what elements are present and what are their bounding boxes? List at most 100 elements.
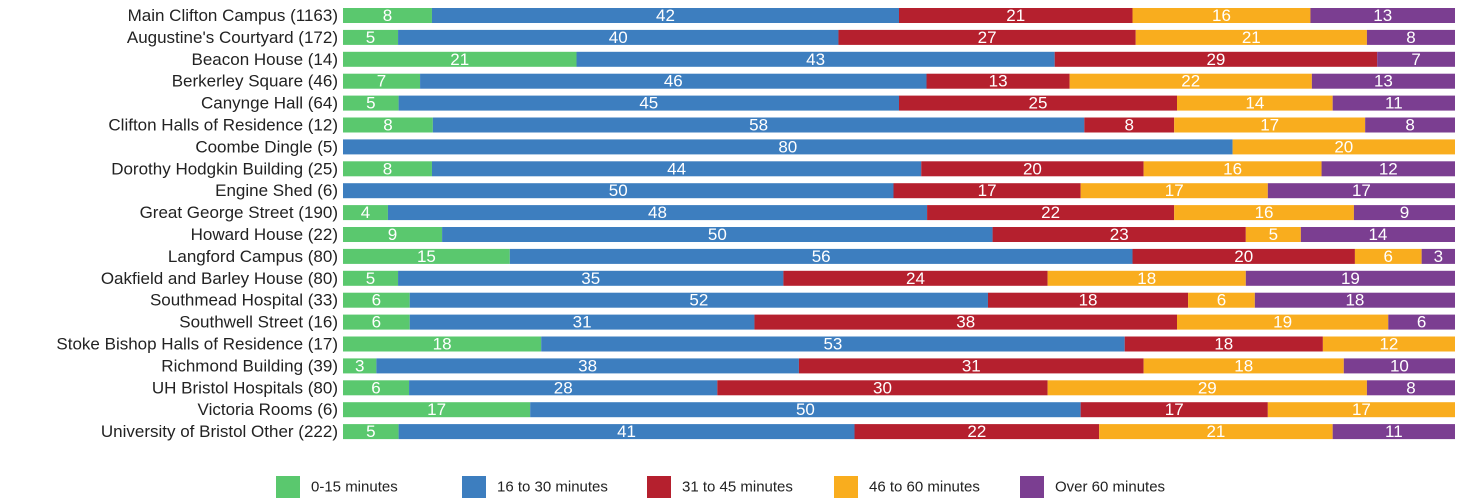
bar-value-label: 31: [962, 356, 981, 375]
bar-value-label: 6: [1417, 313, 1426, 332]
category-label: Clifton Halls of Residence (12): [108, 116, 338, 135]
bar-value-label: 9: [388, 225, 397, 244]
bar-value-label: 10: [1390, 356, 1409, 375]
bar-value-label: 17: [1165, 181, 1184, 200]
bar-value-label: 21: [1206, 422, 1225, 441]
legend: 0-15 minutes 16 to 30 minutes 31 to 45 min…: [276, 476, 1165, 498]
category-label: Dorothy Hodgkin Building (25): [111, 159, 338, 178]
bar-value-label: 38: [956, 313, 975, 332]
category-label: Langford Campus (80): [168, 247, 338, 266]
bar-value-label: 18: [1214, 335, 1233, 354]
bar-value-label: 41: [617, 422, 636, 441]
bar-value-label: 50: [708, 225, 727, 244]
bar-value-label: 46: [664, 72, 683, 91]
bar-value-label: 13: [989, 72, 1008, 91]
bar-value-label: 38: [578, 356, 597, 375]
legend-label: 46 to 60 minutes: [869, 479, 980, 496]
legend-swatch: [462, 476, 486, 498]
category-label: Victoria Rooms (6): [198, 400, 338, 419]
bar-value-label: 16: [1223, 159, 1242, 178]
bar-value-label: 21: [1006, 6, 1025, 25]
bar-value-label: 44: [667, 159, 686, 178]
legend-swatch: [647, 476, 671, 498]
bar-value-label: 31: [573, 313, 592, 332]
bar-value-label: 7: [1411, 50, 1420, 69]
bar-value-label: 3: [1434, 247, 1443, 266]
bar-value-label: 23: [1110, 225, 1129, 244]
bar-value-label: 20: [1234, 247, 1253, 266]
bar-value-label: 18: [1234, 356, 1253, 375]
bar-value-label: 8: [1406, 28, 1415, 47]
bar-value-label: 45: [639, 94, 658, 113]
category-label: Coombe Dingle (5): [195, 137, 338, 156]
bar-value-label: 6: [372, 291, 381, 310]
bar-value-label: 22: [1041, 203, 1060, 222]
bar-value-label: 12: [1379, 159, 1398, 178]
bar-value-label: 42: [656, 6, 675, 25]
category-label: Engine Shed (6): [215, 181, 338, 200]
bar-value-label: 6: [1217, 291, 1226, 310]
category-label: University of Bristol Other (222): [101, 422, 338, 441]
bar-value-label: 48: [648, 203, 667, 222]
bar-value-label: 18: [1137, 269, 1156, 288]
bar-value-label: 9: [1400, 203, 1409, 222]
bar-value-label: 53: [823, 335, 842, 354]
bar-value-label: 43: [806, 50, 825, 69]
legend-label: 0-15 minutes: [311, 479, 398, 496]
bar-value-label: 56: [812, 247, 831, 266]
legend-label: Over 60 minutes: [1055, 479, 1165, 496]
category-label: Southwell Street (16): [179, 313, 338, 332]
legend-swatch: [834, 476, 858, 498]
bar-value-label: 6: [1384, 247, 1393, 266]
bar-value-label: 17: [1165, 400, 1184, 419]
bar-value-label: 29: [1198, 378, 1217, 397]
category-label: Main Clifton Campus (1163): [128, 6, 338, 25]
bar-value-label: 21: [450, 50, 469, 69]
bar-value-label: 14: [1368, 225, 1387, 244]
bar-value-label: 5: [366, 28, 375, 47]
bar-value-label: 6: [372, 313, 381, 332]
bar-value-label: 15: [417, 247, 436, 266]
bar-value-label: 11: [1385, 422, 1403, 441]
bar-value-label: 5: [366, 422, 375, 441]
bar-value-label: 18: [1345, 291, 1364, 310]
bar-value-label: 3: [355, 356, 364, 375]
bar-value-label: 13: [1374, 72, 1393, 91]
bar-value-label: 8: [383, 159, 392, 178]
bar-value-label: 25: [1029, 94, 1048, 113]
bar-value-label: 17: [1352, 400, 1371, 419]
bar-value-label: 21: [1242, 28, 1261, 47]
category-labels: Main Clifton Campus (1163)Augustine's Co…: [56, 6, 338, 441]
category-label: Canynge Hall (64): [201, 94, 338, 113]
legend-swatch: [276, 476, 300, 498]
category-label: Oakfield and Barley House (80): [101, 269, 338, 288]
bar-value-label: 13: [1373, 6, 1392, 25]
bar-value-label: 29: [1206, 50, 1225, 69]
bar-value-labels: 8 42 21 16 135 40 27 21 821 43 29 77 46 13 22 135 45 25 14…: [355, 6, 1443, 441]
bar-value-label: 40: [609, 28, 628, 47]
bar-value-label: 4: [361, 203, 370, 222]
bar-value-label: 5: [366, 94, 375, 113]
bar-value-label: 16: [1212, 6, 1231, 25]
bar-value-label: 22: [967, 422, 986, 441]
bar-value-label: 11: [1385, 94, 1403, 113]
bar-value-label: 8: [1405, 116, 1414, 135]
bar-value-label: 17: [1352, 181, 1371, 200]
category-label: Southmead Hospital (33): [150, 291, 338, 310]
bar-value-label: 19: [1273, 313, 1292, 332]
category-label: UH Bristol Hospitals (80): [152, 378, 338, 397]
category-label: Berkerley Square (46): [172, 72, 338, 91]
bar-value-label: 8: [1406, 378, 1415, 397]
category-label: Howard House (22): [191, 225, 338, 244]
bar-value-label: 18: [433, 335, 452, 354]
legend-label: 16 to 30 minutes: [497, 479, 608, 496]
bar-value-label: 8: [383, 116, 392, 135]
bar-value-label: 27: [978, 28, 997, 47]
bar-value-label: 5: [366, 269, 375, 288]
bar-value-label: 17: [1260, 116, 1279, 135]
category-label: Richmond Building (39): [161, 356, 338, 375]
category-label: Great George Street (190): [140, 203, 338, 222]
bar-value-label: 7: [377, 72, 386, 91]
